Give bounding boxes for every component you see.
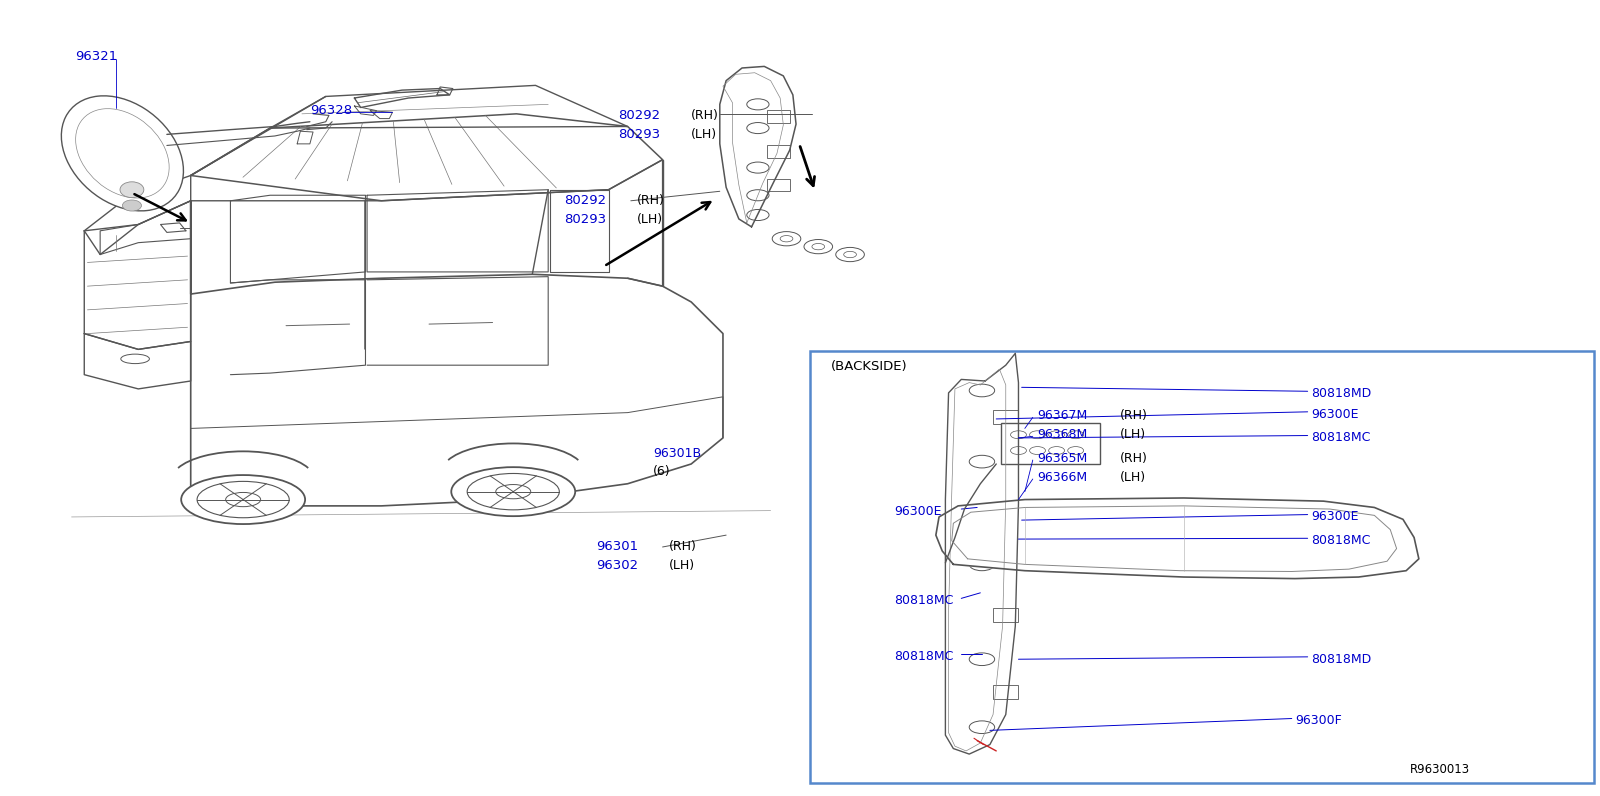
Text: 80293: 80293 [565,213,606,226]
Text: (RH): (RH) [1120,409,1149,422]
Bar [1002,423,1099,464]
Text: 80818MD: 80818MD [1310,653,1371,665]
Text: 80818MC: 80818MC [1310,431,1370,444]
Text: 96368M: 96368M [1037,428,1088,441]
Ellipse shape [181,475,306,524]
Ellipse shape [61,96,184,211]
Text: 96301: 96301 [595,540,638,553]
Text: 96300E: 96300E [1310,408,1358,421]
Text: 80292: 80292 [618,109,661,122]
Text: (LH): (LH) [1120,428,1146,441]
Text: (LH): (LH) [637,213,664,226]
Text: (RH): (RH) [669,540,698,553]
Text: 80293: 80293 [618,128,661,141]
Text: (LH): (LH) [1120,471,1146,484]
Text: 80818MC: 80818MC [894,595,954,607]
Text: (RH): (RH) [1120,452,1149,465]
Text: (RH): (RH) [691,109,718,122]
Text: 96300F: 96300F [1294,714,1342,728]
Text: 96300E: 96300E [894,505,942,518]
Text: 80818MC: 80818MC [894,650,954,662]
Bar [810,351,1594,782]
Text: 96300E: 96300E [1310,510,1358,524]
Ellipse shape [120,181,144,197]
Text: (BACKSIDE): (BACKSIDE) [830,361,907,373]
Text: 96328: 96328 [310,104,352,117]
Bar [768,178,790,191]
Text: 96366M: 96366M [1037,471,1088,484]
Text: 96301B: 96301B [653,447,701,460]
Text: 96302: 96302 [595,560,638,572]
Ellipse shape [122,200,141,211]
Text: 80818MC: 80818MC [1310,534,1370,547]
Bar [768,146,790,158]
Text: 96321: 96321 [75,50,117,64]
Bar [994,608,1019,622]
Bar [768,110,790,123]
Polygon shape [936,498,1419,579]
Bar [994,410,1019,424]
Text: R9630013: R9630013 [1410,763,1470,776]
Text: 96367M: 96367M [1037,409,1088,422]
Ellipse shape [451,467,576,516]
Text: 96365M: 96365M [1037,452,1088,465]
Text: (LH): (LH) [669,560,694,572]
Text: (RH): (RH) [637,194,666,207]
Bar [994,508,1019,521]
Text: (LH): (LH) [691,128,717,141]
Text: 80292: 80292 [565,194,606,207]
Bar [994,685,1019,699]
Text: (6): (6) [653,466,670,478]
Text: 80818MD: 80818MD [1310,387,1371,400]
